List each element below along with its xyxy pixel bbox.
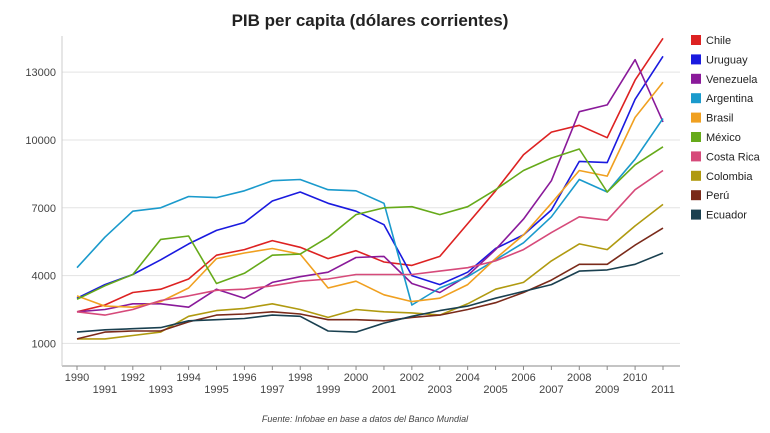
series-lines: [76, 37, 664, 340]
y-tick-label: 1000: [32, 338, 56, 350]
y-axis-ticks: 1000 4000 7000 10000 13000: [25, 67, 56, 350]
series-line-brasil: [76, 81, 664, 309]
legend-label: Perú: [706, 190, 729, 202]
legend-swatch: [691, 54, 701, 65]
legend-label: Uruguay: [706, 54, 748, 66]
x-tick-label: 2011: [651, 384, 675, 396]
x-tick-label: 1994: [176, 372, 200, 384]
series-line-m-xico: [76, 146, 664, 301]
legend-swatch: [691, 209, 701, 220]
source-note: Fuente: Infobae en base a datos del Banc…: [262, 414, 469, 424]
legend-label: Argentina: [706, 93, 754, 105]
legend-label: México: [706, 132, 741, 144]
x-tick-label: 2004: [455, 372, 479, 384]
series-line-colombia: [77, 203, 664, 340]
legend-swatch: [691, 35, 701, 45]
x-tick-label: 1990: [65, 372, 89, 384]
legend-swatch: [691, 170, 701, 181]
x-tick-label: 1996: [232, 372, 256, 384]
x-tick-label: 2006: [511, 372, 535, 384]
grid-lines: [62, 71, 680, 344]
legend-swatch: [691, 93, 701, 104]
series-line-ecuador: [76, 252, 664, 333]
legend-label: Colombia: [706, 171, 753, 183]
legend-swatch: [691, 73, 701, 84]
axes: [61, 36, 680, 367]
x-tick-label: 1998: [288, 372, 312, 384]
series-line-per-: [76, 227, 664, 340]
legend-swatch: [691, 151, 701, 162]
series-line-argentina: [76, 118, 664, 306]
legend-swatch: [691, 132, 701, 142]
x-tick-label: 2005: [483, 384, 507, 396]
legend-label: Chile: [706, 35, 731, 47]
y-tick-label: 10000: [25, 135, 56, 147]
legend-swatch: [691, 112, 701, 123]
y-tick-label: 13000: [25, 67, 56, 79]
x-tick-label: 1999: [316, 384, 340, 396]
x-tick-label: 1995: [204, 384, 228, 396]
x-tick-label: 1991: [93, 384, 117, 396]
y-tick-label: 7000: [32, 203, 56, 215]
x-tick-label: 2007: [539, 384, 563, 396]
legend-swatch: [691, 190, 701, 201]
legend-label: Brasil: [706, 113, 734, 125]
chart-title: PIB per capita (dólares corrientes): [232, 11, 509, 30]
series-line-uruguay: [76, 55, 664, 299]
x-tick-label: 1992: [121, 372, 145, 384]
x-tick-label: 1997: [260, 384, 284, 396]
x-tick-label: 2002: [400, 372, 424, 384]
x-tick-label: 1993: [148, 384, 172, 396]
x-tick-label: 2000: [344, 372, 368, 384]
x-tick-label: 2003: [428, 384, 452, 396]
x-tick-label: 2010: [623, 372, 647, 384]
legend-label: Costa Rica: [706, 151, 761, 163]
series-line-costa-rica: [76, 169, 664, 316]
series-line-venezuela: [76, 58, 664, 313]
x-tick-label: 2008: [567, 372, 591, 384]
legend-label: Ecuador: [706, 210, 747, 222]
y-tick-label: 4000: [32, 271, 56, 283]
legend-label: Venezuela: [706, 74, 758, 86]
x-tick-label: 2001: [372, 384, 396, 396]
legend: Chile Uruguay Venezuela Argentina Brasil Méxi…: [691, 35, 761, 222]
x-tick-label: 2009: [595, 384, 619, 396]
